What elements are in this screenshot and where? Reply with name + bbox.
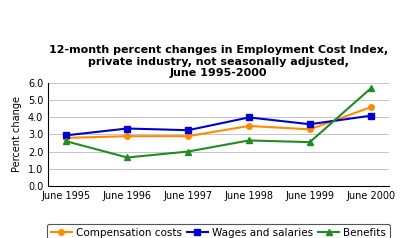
Legend: Compensation costs, Wages and salaries, Benefits: Compensation costs, Wages and salaries, … xyxy=(47,223,391,238)
Y-axis label: Percent change: Percent change xyxy=(12,96,22,173)
Title: 12-month percent changes in Employment Cost Index,
private industry, not seasona: 12-month percent changes in Employment C… xyxy=(49,45,388,78)
